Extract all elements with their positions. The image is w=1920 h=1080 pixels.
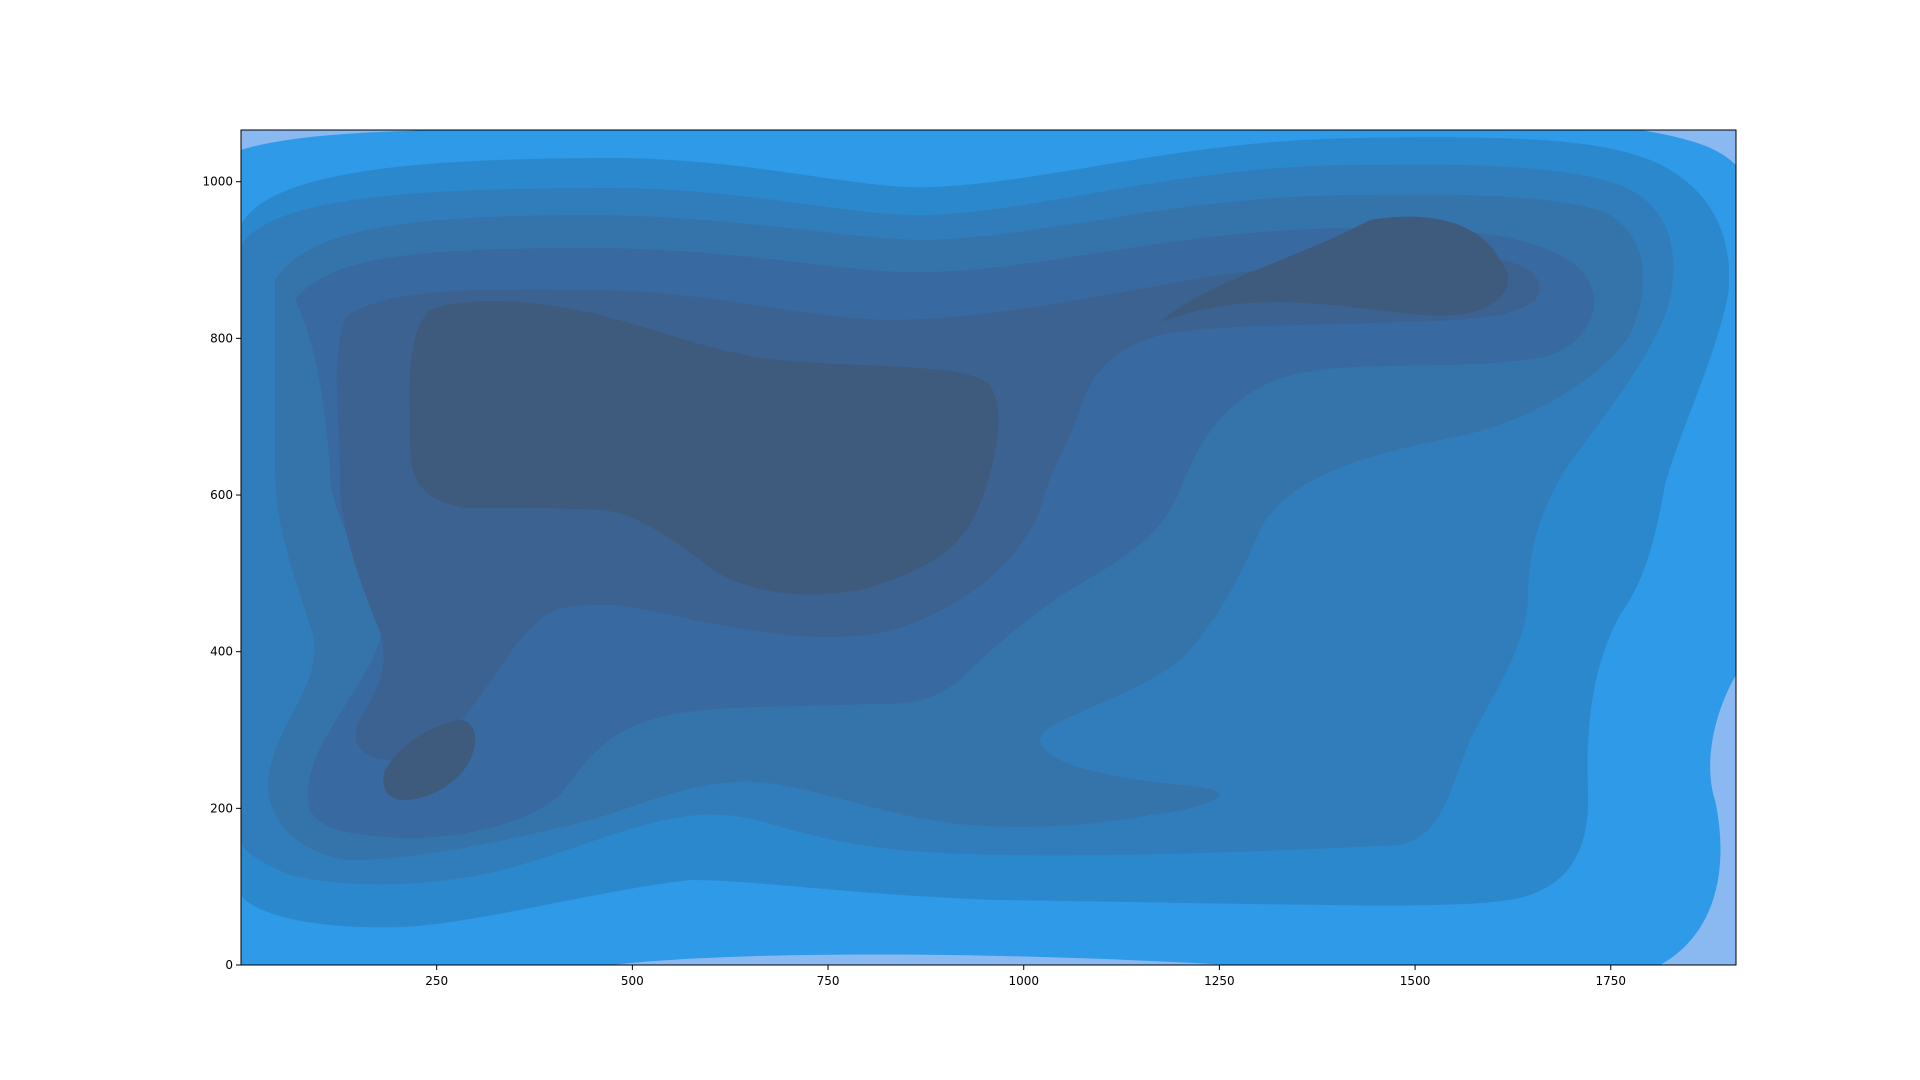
x-tick-label: 1500	[1400, 974, 1431, 988]
x-tick-label: 500	[621, 974, 644, 988]
x-tick-label: 1250	[1204, 974, 1235, 988]
y-tick-label: 600	[210, 488, 233, 502]
x-tick-label: 1750	[1595, 974, 1626, 988]
contour-fills	[241, 130, 1736, 965]
y-tick-label: 800	[210, 331, 233, 345]
y-tick-label: 400	[210, 645, 233, 659]
contour-level-7-lower-left	[383, 720, 476, 800]
y-tick-label: 0	[225, 958, 233, 972]
y-axis: 0 200 400 600 800 1000	[202, 175, 241, 972]
contour-level-7-upper-right	[1160, 216, 1509, 322]
y-tick-label: 200	[210, 801, 233, 815]
y-tick-label: 1000	[202, 175, 233, 189]
x-tick-label: 250	[425, 974, 448, 988]
x-axis: 250 500 750 1000 1250 1500 1750	[425, 965, 1626, 988]
x-tick-label: 750	[817, 974, 840, 988]
contour-level-7-main	[409, 300, 999, 595]
plot-frame	[240, 129, 1737, 966]
x-tick-label: 1000	[1008, 974, 1039, 988]
